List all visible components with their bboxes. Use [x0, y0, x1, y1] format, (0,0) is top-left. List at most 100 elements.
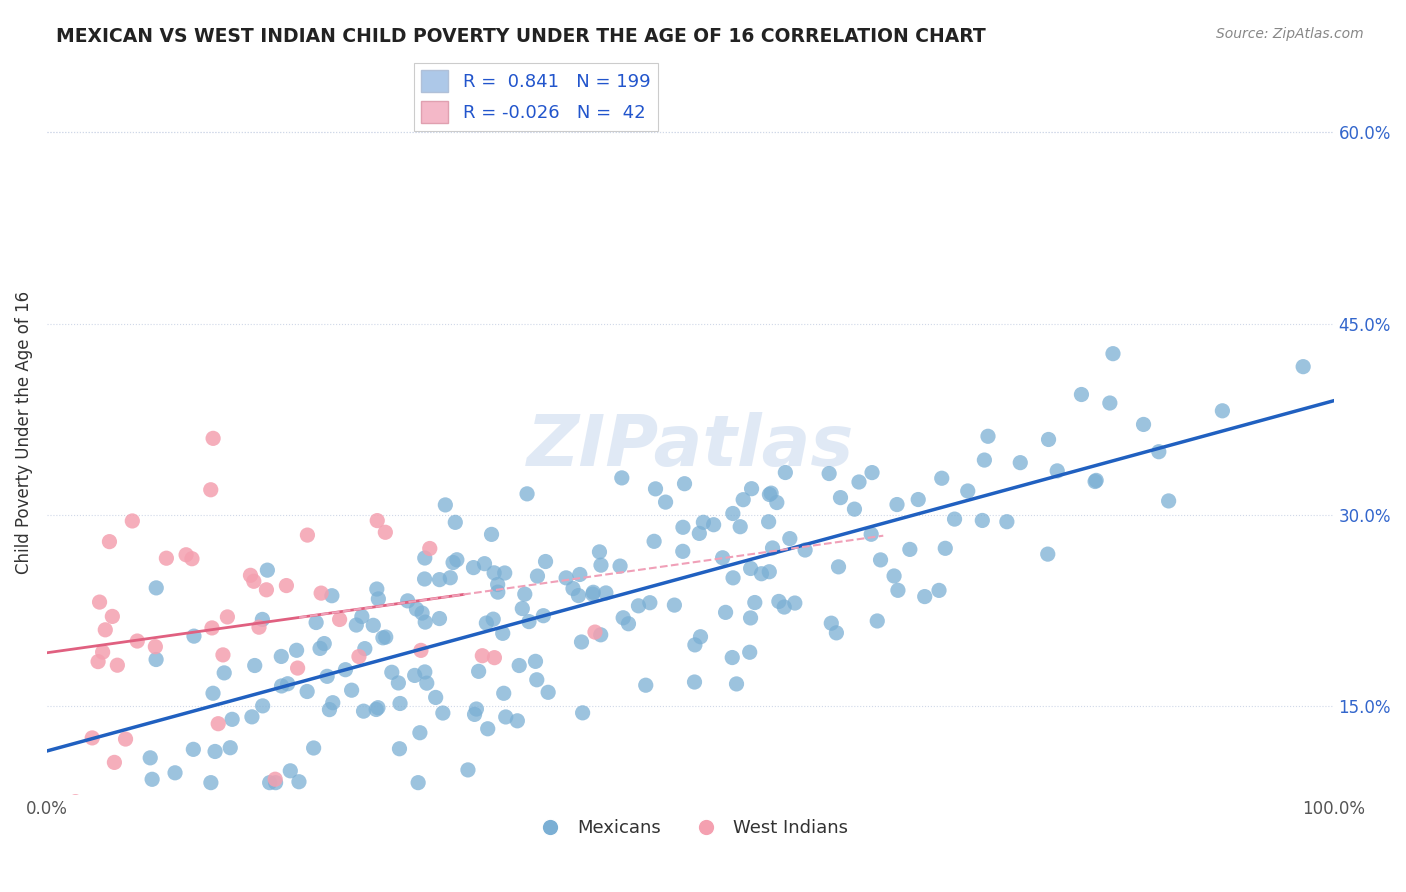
Mexicans: [335, 663, 357, 677]
Mexicans: [627, 599, 650, 613]
Mexicans: [340, 683, 363, 698]
Mexicans: [361, 618, 384, 632]
West Indians: [200, 483, 222, 497]
Mexicans: [1036, 547, 1059, 561]
Mexicans: [683, 675, 706, 690]
Mexicans: [555, 571, 578, 585]
West Indians: [347, 649, 370, 664]
Mexicans: [278, 764, 301, 778]
Mexicans: [609, 559, 631, 574]
Legend: Mexicans, West Indians: Mexicans, West Indians: [524, 812, 855, 845]
Mexicans: [931, 471, 953, 485]
Mexicans: [163, 765, 186, 780]
West Indians: [243, 574, 266, 589]
Mexicans: [869, 553, 891, 567]
Mexicans: [508, 658, 530, 673]
West Indians: [374, 525, 396, 540]
Mexicans: [610, 471, 633, 485]
Mexicans: [256, 563, 278, 577]
Text: ZIPatlas: ZIPatlas: [527, 412, 853, 481]
Mexicans: [413, 572, 436, 586]
West Indians: [101, 609, 124, 624]
Mexicans: [494, 566, 516, 580]
Mexicans: [1211, 404, 1233, 418]
West Indians: [471, 648, 494, 663]
West Indians: [212, 648, 235, 662]
Mexicans: [740, 561, 762, 575]
Mexicans: [240, 710, 263, 724]
Mexicans: [589, 628, 612, 642]
Mexicans: [741, 482, 763, 496]
Mexicans: [758, 515, 780, 529]
Mexicans: [463, 560, 485, 574]
Mexicans: [492, 626, 515, 640]
Mexicans: [486, 577, 509, 591]
Mexicans: [721, 571, 744, 585]
West Indians: [143, 640, 166, 654]
Mexicans: [703, 517, 725, 532]
Mexicans: [537, 685, 560, 699]
Mexicans: [513, 587, 536, 601]
Mexicans: [830, 491, 852, 505]
Mexicans: [212, 665, 235, 680]
Mexicans: [664, 598, 686, 612]
West Indians: [276, 578, 298, 592]
Mexicans: [567, 589, 589, 603]
Mexicans: [350, 609, 373, 624]
Mexicans: [221, 712, 243, 726]
Mexicans: [582, 587, 605, 601]
Mexicans: [758, 487, 780, 501]
West Indians: [329, 612, 352, 626]
Mexicans: [783, 596, 806, 610]
Mexicans: [995, 515, 1018, 529]
Mexicans: [219, 740, 242, 755]
Mexicans: [353, 704, 375, 718]
Mexicans: [295, 684, 318, 698]
Text: MEXICAN VS WEST INDIAN CHILD POVERTY UNDER THE AGE OF 16 CORRELATION CHART: MEXICAN VS WEST INDIAN CHILD POVERTY UND…: [56, 27, 986, 45]
Mexicans: [672, 544, 695, 558]
West Indians: [91, 645, 114, 659]
Mexicans: [866, 614, 889, 628]
Mexicans: [683, 638, 706, 652]
Mexicans: [270, 679, 292, 693]
Mexicans: [318, 703, 340, 717]
Mexicans: [638, 596, 661, 610]
West Indians: [264, 772, 287, 787]
Mexicans: [972, 513, 994, 527]
West Indians: [121, 514, 143, 528]
Mexicans: [474, 557, 496, 571]
Mexicans: [1132, 417, 1154, 432]
Mexicans: [526, 569, 548, 583]
Mexicans: [270, 649, 292, 664]
Mexicans: [374, 630, 396, 644]
Mexicans: [562, 582, 585, 596]
Mexicans: [1102, 346, 1125, 360]
Mexicans: [413, 551, 436, 566]
Mexicans: [688, 526, 710, 541]
Mexicans: [844, 502, 866, 516]
Mexicans: [396, 594, 419, 608]
Mexicans: [204, 744, 226, 758]
Mexicans: [1070, 387, 1092, 401]
Mexicans: [200, 775, 222, 789]
Mexicans: [617, 616, 640, 631]
Mexicans: [898, 542, 921, 557]
Mexicans: [259, 775, 281, 789]
Mexicans: [956, 483, 979, 498]
Mexicans: [654, 495, 676, 509]
Mexicans: [860, 527, 883, 541]
West Indians: [217, 610, 239, 624]
Mexicans: [411, 606, 433, 620]
Mexicans: [759, 486, 782, 500]
Mexicans: [444, 516, 467, 530]
Mexicans: [531, 608, 554, 623]
West Indians: [82, 731, 104, 745]
Mexicans: [721, 507, 744, 521]
Mexicans: [943, 512, 966, 526]
Mexicans: [571, 706, 593, 720]
West Indians: [181, 551, 204, 566]
West Indians: [89, 595, 111, 609]
Mexicans: [517, 615, 540, 629]
Mexicans: [288, 774, 311, 789]
Mexicans: [1147, 444, 1170, 458]
